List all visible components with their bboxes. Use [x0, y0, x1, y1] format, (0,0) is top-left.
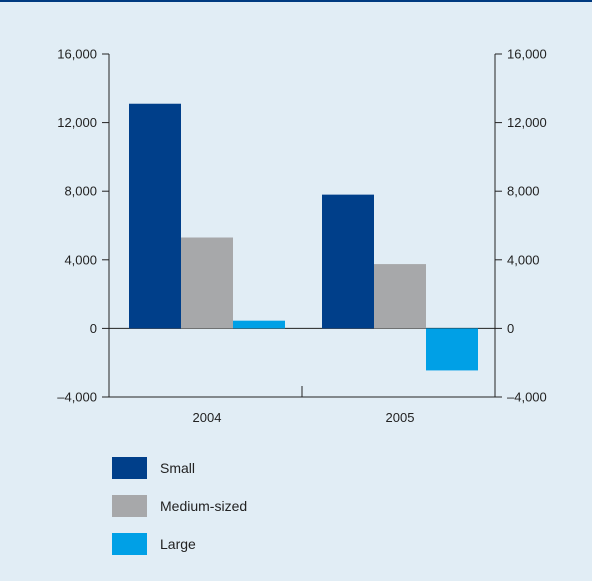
bar-medium-sized-2005 — [374, 264, 426, 329]
y-tick-label-right: 8,000 — [507, 184, 540, 199]
y-tick-label-left: 8,000 — [64, 184, 97, 199]
bar-small-2004 — [129, 103, 181, 329]
legend-label-small: Small — [160, 460, 195, 476]
y-tick-label-left: 0 — [90, 321, 97, 336]
chart-tick-labels: –4,000 –4,000 0 0 4,000 4,000 8,000 8,000 12,000… — [57, 47, 547, 426]
y-tick-label-left: 4,000 — [64, 252, 97, 267]
bar-small-2005 — [322, 194, 374, 329]
legend-swatch-medium-sized — [112, 495, 147, 517]
bar-large-2004 — [233, 320, 285, 329]
x-tick-label: 2004 — [193, 410, 222, 425]
bar-large-2005 — [426, 328, 478, 371]
y-tick-label-right: 12,000 — [507, 115, 547, 130]
legend-swatch-small — [112, 457, 147, 479]
chart-bars — [129, 103, 478, 371]
y-tick-label-left: 12,000 — [57, 115, 97, 130]
legend-label-medium-sized: Medium-sized — [160, 498, 247, 514]
legend-label-large: Large — [160, 536, 196, 552]
legend-swatch-large — [112, 533, 147, 555]
y-tick-label-left: 16,000 — [57, 47, 97, 62]
chart-legend: Small Medium-sized Large — [112, 457, 247, 555]
x-tick-label: 2005 — [386, 410, 415, 425]
y-tick-label-right: 4,000 — [507, 252, 540, 267]
y-tick-label-right: 0 — [507, 321, 514, 336]
bar-medium-sized-2004 — [181, 237, 233, 329]
y-tick-label-right: –4,000 — [507, 390, 547, 405]
y-tick-label-left: –4,000 — [57, 390, 97, 405]
y-tick-label-right: 16,000 — [507, 47, 547, 62]
